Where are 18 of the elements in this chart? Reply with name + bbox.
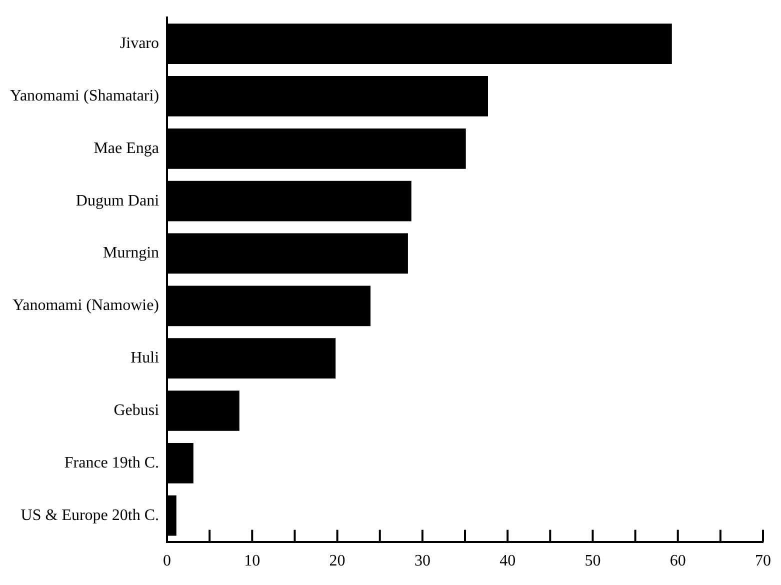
x-tick-label: 30	[414, 552, 430, 570]
y-tick-label: Yanomami (Namowie)	[12, 297, 160, 314]
x-tick-label: 60	[670, 552, 686, 570]
x-tick-label: 70	[755, 552, 771, 570]
y-tick-label: Dugum Dani	[76, 192, 160, 210]
x-tick-label: 50	[584, 552, 601, 570]
y-tick-label: Huli	[130, 350, 160, 367]
x-tick-label: 0	[163, 552, 172, 570]
x-tick-label: 40	[500, 552, 516, 570]
x-tick-label: 20	[329, 552, 346, 570]
x-tick-label: 10	[244, 552, 260, 570]
y-tick-label: France 19th C.	[64, 454, 160, 472]
y-tick-label: Yanomami (Shamatari)	[10, 87, 160, 104]
y-tick-label: Mae Enga	[94, 140, 160, 157]
y-tick-label: US & Europe 20th C.	[20, 506, 160, 524]
y-tick-label: Murngin	[103, 244, 160, 262]
y-tick-label: Gebusi	[114, 402, 160, 419]
y-tick-label: Jivaro	[120, 35, 160, 52]
